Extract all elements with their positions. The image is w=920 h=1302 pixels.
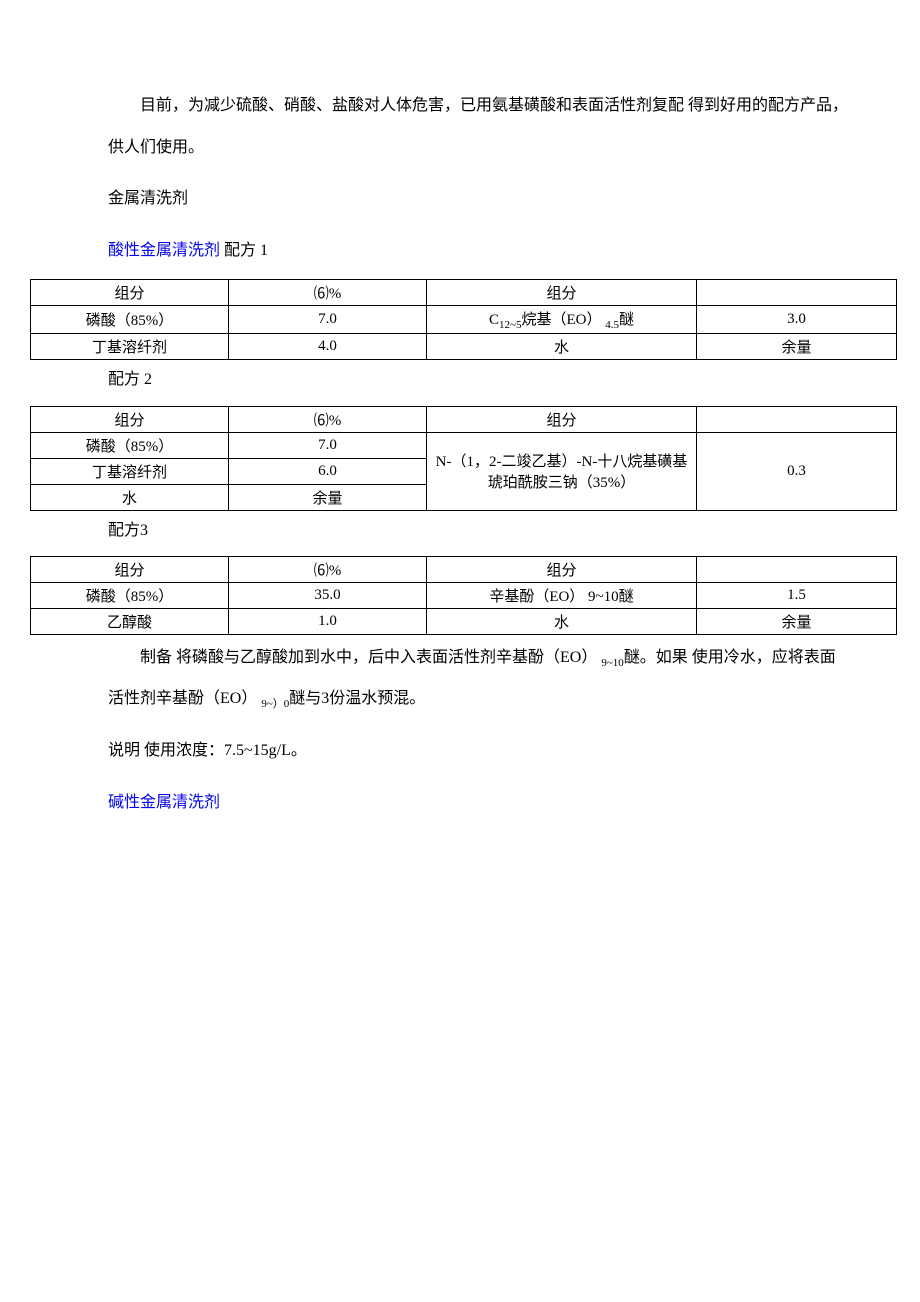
table-row: 组分 ⑹% 组分	[31, 406, 897, 432]
section-heading-metal-cleaner: 金属清洗剂	[108, 178, 890, 220]
table-cell: 6.0	[229, 458, 427, 484]
table-cell: 余量	[697, 608, 897, 634]
table-header-cell: ⑹%	[229, 556, 427, 582]
table-cell: 磷酸（85%）	[31, 306, 229, 334]
table-header-cell	[697, 556, 897, 582]
preparation-paragraph: 制备 将磷酸与乙醇酸加到水中，后中入表面活性剂辛基酚（EO） 9~10醚。如果 …	[108, 637, 850, 720]
table-formula2: 组分 ⑹% 组分 磷酸（85%） 7.0 N-（1，2-二竣乙基）-N-十八烷基…	[30, 406, 897, 511]
table-header-cell	[697, 406, 897, 432]
table-header-cell: 组分	[427, 406, 697, 432]
table-cell-merged: 0.3	[697, 432, 897, 510]
table-cell: 水	[427, 608, 697, 634]
table-cell: 余量	[697, 334, 897, 360]
table-cell: C12~5烷基（EO） 4.5醚	[427, 306, 697, 334]
table-cell: 乙醇酸	[31, 608, 229, 634]
table-row: 丁基溶纤剂 4.0 水 余量	[31, 334, 897, 360]
link-alkaline-cleaner[interactable]: 碱性金属清洗剂	[108, 794, 220, 811]
intro-paragraph: 目前，为减少硫酸、硝酸、盐酸对人体危害，已用氨基磺酸和表面活性剂复配 得到好用的…	[108, 85, 850, 168]
table-cell-merged: N-（1，2-二竣乙基）-N-十八烷基磺基琥珀酰胺三钠（35%）	[427, 432, 697, 510]
table-formula3: 组分 ⑹% 组分 磷酸（85%） 35.0 辛基酚（EO） 9~10醚 1.5 …	[30, 556, 897, 635]
link-acidic-cleaner[interactable]: 酸性金属清洗剂	[108, 242, 220, 259]
caption-formula2: 配方 2	[108, 362, 890, 397]
table-header-cell: 组分	[427, 556, 697, 582]
table-formula1: 组分 ⑹% 组分 磷酸（85%） 7.0 C12~5烷基（EO） 4.5醚 3.…	[30, 279, 897, 360]
subheading-alkaline: 碱性金属清洗剂	[108, 782, 890, 824]
table-row: 磷酸（85%） 7.0 C12~5烷基（EO） 4.5醚 3.0	[31, 306, 897, 334]
table-row: 磷酸（85%） 35.0 辛基酚（EO） 9~10醚 1.5	[31, 582, 897, 608]
table-cell: 35.0	[229, 582, 427, 608]
table-cell: 磷酸（85%）	[31, 432, 229, 458]
table-row: 组分 ⑹% 组分	[31, 280, 897, 306]
table-header-cell: 组分	[31, 280, 229, 306]
table-cell: 磷酸（85%）	[31, 582, 229, 608]
table-row: 乙醇酸 1.0 水 余量	[31, 608, 897, 634]
subheading-acidic-formula1: 酸性金属清洗剂 配方 1	[108, 230, 890, 272]
table-cell: 水	[427, 334, 697, 360]
table-cell: 水	[31, 484, 229, 510]
table-header-cell: 组分	[31, 406, 229, 432]
table-header-cell: 组分	[31, 556, 229, 582]
table-cell: 辛基酚（EO） 9~10醚	[427, 582, 697, 608]
table-cell: 1.5	[697, 582, 897, 608]
table-cell: 余量	[229, 484, 427, 510]
table-row: 组分 ⑹% 组分	[31, 556, 897, 582]
table-cell: 7.0	[229, 432, 427, 458]
formula1-label: 配方 1	[220, 242, 268, 259]
table-header-cell: 组分	[427, 280, 697, 306]
table-row: 磷酸（85%） 7.0 N-（1，2-二竣乙基）-N-十八烷基磺基琥珀酰胺三钠（…	[31, 432, 897, 458]
table-header-cell: ⑹%	[229, 280, 427, 306]
table-header-cell	[697, 280, 897, 306]
usage-note: 说明 使用浓度：7.5~15g/L。	[108, 730, 850, 772]
table-header-cell: ⑹%	[229, 406, 427, 432]
table-cell: 7.0	[229, 306, 427, 334]
table-cell: 1.0	[229, 608, 427, 634]
table-cell: 3.0	[697, 306, 897, 334]
table-cell: 4.0	[229, 334, 427, 360]
table-cell: 丁基溶纤剂	[31, 334, 229, 360]
table-cell: 丁基溶纤剂	[31, 458, 229, 484]
caption-formula3: 配方3	[108, 513, 890, 548]
